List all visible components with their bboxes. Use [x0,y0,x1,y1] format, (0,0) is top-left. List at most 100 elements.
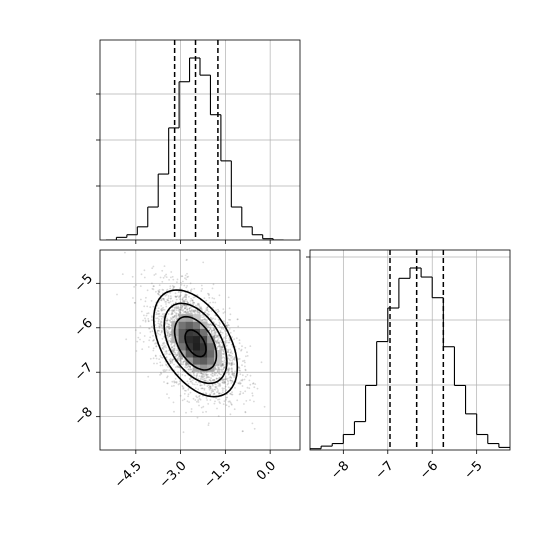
scatter-point [211,388,214,391]
scatter-point [171,284,174,287]
scatter-point [231,363,234,366]
scatter-point [219,382,221,385]
scatter-point [214,383,217,386]
scatter-point [165,352,168,355]
scatter-point [177,371,179,374]
scatter-point [173,311,176,313]
scatter-point [200,384,203,387]
scatter-x-tick-labels: −4.5 −3.0 −1.5 0.0 [112,458,279,491]
scatter-point [221,346,224,349]
histogram-panel-param2: −8 −7 −6 −5 [306,249,511,483]
scatter-point [181,385,184,387]
scatter-point [194,309,197,312]
scatter-point [212,333,214,335]
scatter-point [223,320,225,323]
scatter-point [224,378,227,380]
scatter-point [235,337,238,340]
scatter-point [162,297,165,300]
scatter-point [219,323,221,325]
scatter-point [171,359,174,362]
scatter-point [167,299,170,302]
scatter-point [175,317,177,319]
scatter-point [202,316,204,319]
scatter-point [165,273,168,276]
scatter-point [149,336,152,339]
scatter-point [221,379,224,382]
scatter-point [167,319,169,321]
scatter-point [176,357,178,360]
scatter-point [174,351,177,354]
scatter-point [139,325,142,327]
scatter-point [167,366,169,368]
scatter-point [198,306,201,308]
scatter-point [135,284,137,286]
density-cell [185,321,194,329]
scatter-point [244,375,247,378]
scatter-point [217,398,219,401]
scatter-point [241,374,244,377]
scatter-point [184,311,187,313]
x-tick-label: −3.0 [157,458,190,491]
scatter-point [182,370,185,373]
scatter-point [215,340,217,343]
scatter-point [205,392,207,394]
scatter-point [227,349,230,352]
scatter-point [194,399,197,401]
scatter-point [242,430,244,433]
scatter-point [242,392,245,395]
scatter-point [202,411,204,414]
scatter-point [161,280,164,283]
scatter-point [173,345,176,347]
scatter-point [165,301,168,303]
scatter-point [165,293,168,296]
scatter-point [166,329,169,332]
scatter-point [152,288,155,291]
scatter-point [207,323,210,326]
scatter-point [153,274,156,276]
scatter-point [199,372,202,374]
scatter-point [159,333,162,336]
scatter-point [189,300,192,302]
scatter-point [167,331,170,333]
scatter-point [160,315,163,318]
scatter-point [208,386,210,389]
scatter-point [182,431,185,434]
scatter-point [161,356,164,359]
scatter-point [229,393,232,395]
scatter-point [182,387,185,389]
scatter-point [185,364,188,367]
scatter-point [172,349,175,352]
scatter-point [175,309,178,311]
scatter-point [171,309,174,311]
scatter-point [175,307,178,309]
scatter-point [161,330,163,333]
scatter-point [173,349,176,352]
scatter-point [184,311,187,313]
scatter-point [161,288,164,291]
scatter-point [231,346,234,348]
scatter-point [200,306,202,308]
scatter-point [182,361,184,364]
scatter-point [157,329,159,332]
scatter-point [211,287,214,290]
scatter-point [186,311,188,314]
scatter-point [176,359,179,361]
scatter-point [165,319,168,322]
scatter-point [216,335,219,338]
scatter-point [217,366,219,369]
scatter-point [171,380,174,383]
scatter-point [216,345,219,348]
scatter-point [151,315,153,318]
scatter-point [238,393,241,396]
scatter-point [170,318,173,320]
scatter-point [214,333,217,335]
scatter-point [226,324,228,327]
scatter-point [222,364,225,367]
scatter-point [222,350,225,352]
scatter-point [175,349,178,352]
scatter-point [200,284,203,287]
scatter-point [213,334,216,337]
scatter-point [203,377,206,380]
scatter-point [239,382,242,385]
scatter-point [156,313,159,315]
